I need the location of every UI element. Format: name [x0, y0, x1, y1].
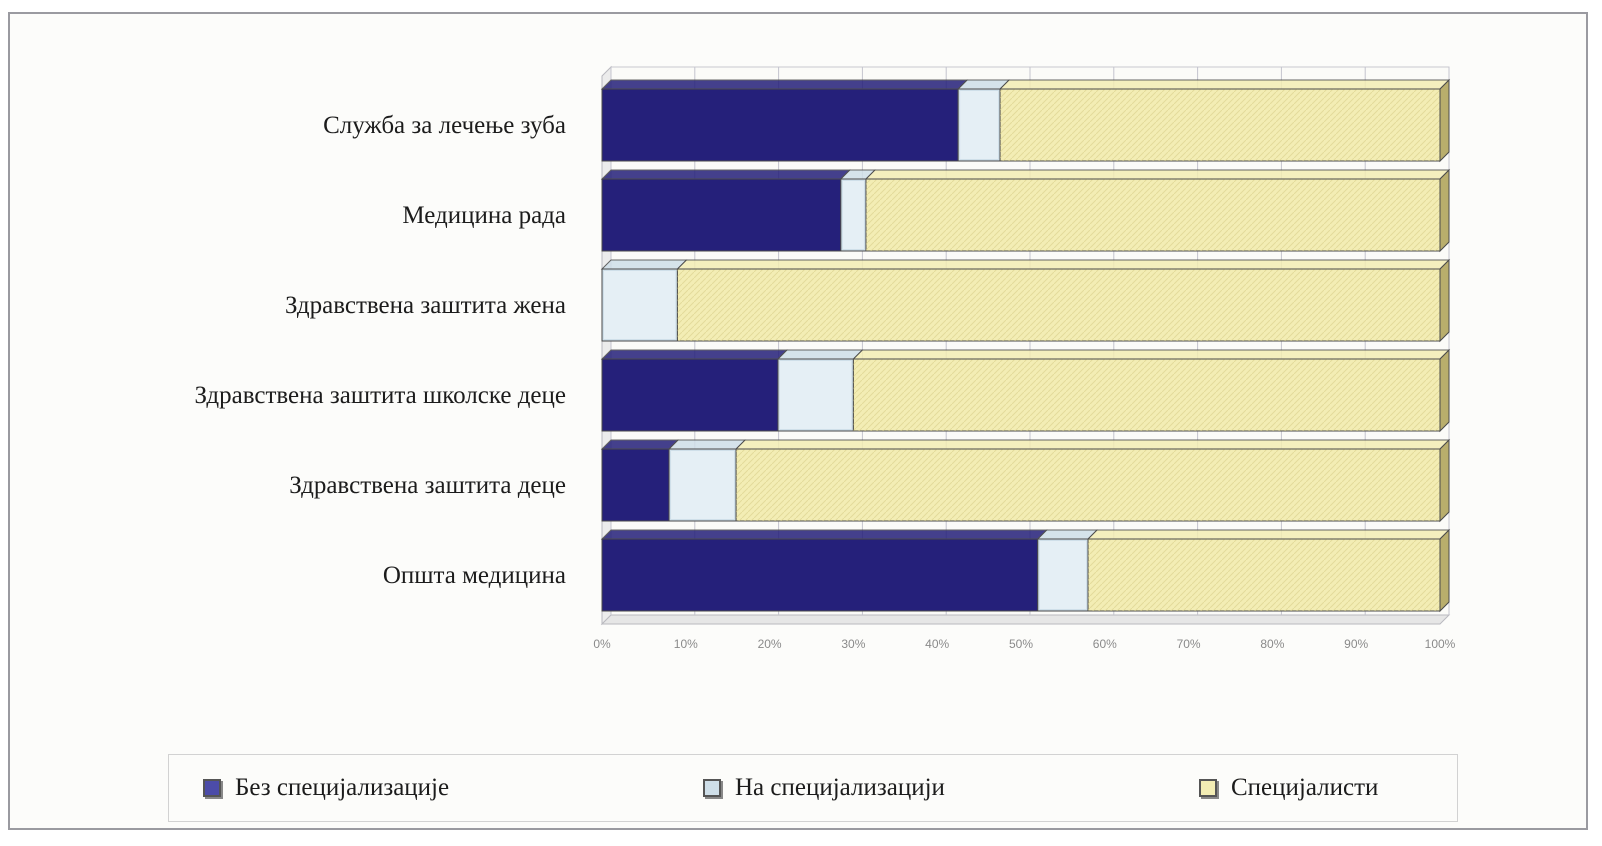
bar-специјалисти-0 — [998, 79, 1451, 162]
x-tick-label-4: 40% — [925, 637, 949, 651]
x-tick-label-layer: 0% 10% 20% 30% 40% 50% 60% 70% 80% 90% 100% — [593, 637, 1455, 651]
category-label-5: Општа медицина — [383, 562, 566, 589]
legend-item-specijalisti: Специјалисти — [1199, 773, 1378, 803]
legend: Без специјализације На специјализацији С… — [168, 754, 1458, 822]
category-label-2: Здравствена заштита жена — [285, 292, 566, 319]
legend-swatch-na-specijalizaciji — [703, 779, 721, 797]
bar-на-специјализацији-4 — [667, 439, 747, 522]
x-tick-label-2: 20% — [758, 637, 782, 651]
legend-item-na-specijalizaciji: На специјализацији — [703, 773, 945, 803]
bar-end-face-4 — [1439, 438, 1450, 523]
legend-swatch-bez-specijalizacije — [203, 779, 221, 797]
bar-специјалисти-5 — [1086, 529, 1451, 612]
bar-на-специјализацији-3 — [776, 349, 864, 432]
bar-end-face-5 — [1439, 528, 1450, 613]
bar-end-face-0 — [1439, 78, 1450, 163]
bar-без-специјализације-4 — [600, 439, 680, 522]
category-label-3: Здравствена заштита школске деце — [194, 382, 566, 409]
bar-end-face-2 — [1439, 258, 1450, 343]
stacked-bar-chart: Служба за лечење зуба Медицина рада Здравс… — [194, 65, 1456, 651]
bar-специјалисти-2 — [676, 259, 1451, 342]
bar-без-специјализације-5 — [600, 529, 1048, 612]
bar-на-специјализацији-0 — [956, 79, 1011, 162]
bar-специјалисти-3 — [852, 349, 1451, 432]
bar-специјалисти-4 — [734, 439, 1451, 522]
bar-без-специјализације-3 — [600, 349, 789, 432]
bar-без-специјализације-1 — [600, 169, 852, 252]
bar-layer — [600, 78, 1451, 613]
category-label-1: Медицина рада — [402, 202, 566, 229]
x-tick-label-0: 0% — [593, 637, 611, 651]
bar-end-face-3 — [1439, 348, 1450, 433]
category-label-4: Здравствена заштита деце — [289, 472, 566, 499]
x-tick-label-8: 80% — [1260, 637, 1284, 651]
bar-на-специјализацији-1 — [839, 169, 877, 252]
legend-label-na-specijalizaciji: На специјализацији — [735, 774, 945, 801]
chart-frame: Служба за лечење зуба Медицина рада Здравс… — [8, 12, 1588, 830]
bar-без-специјализације-0 — [600, 79, 969, 162]
bar-специјалисти-1 — [864, 169, 1451, 252]
x-tick-label-1: 10% — [674, 637, 698, 651]
category-label-layer: Служба за лечење зуба Медицина рада Здравс… — [194, 112, 566, 589]
legend-item-bez-specijalizacije: Без специјализације — [203, 773, 449, 803]
x-tick-label-10: 100% — [1425, 637, 1456, 651]
legend-label-bez-specijalizacije: Без специјализације — [235, 774, 450, 801]
bar-на-специјализацији-2 — [600, 259, 688, 342]
x-tick-label-3: 30% — [841, 637, 865, 651]
legend-label-specijalisti: Специјалисти — [1231, 774, 1379, 801]
x-tick-label-6: 60% — [1093, 637, 1117, 651]
x-tick-label-9: 90% — [1344, 637, 1368, 651]
legend-swatch-specijalisti — [1199, 779, 1217, 797]
plot-floor — [600, 614, 1451, 625]
bar-end-face-1 — [1439, 168, 1450, 253]
category-label-0: Служба за лечење зуба — [323, 112, 566, 139]
bar-на-специјализацији-5 — [1036, 529, 1099, 612]
x-tick-label-5: 50% — [1009, 637, 1033, 651]
x-tick-label-7: 70% — [1177, 637, 1201, 651]
